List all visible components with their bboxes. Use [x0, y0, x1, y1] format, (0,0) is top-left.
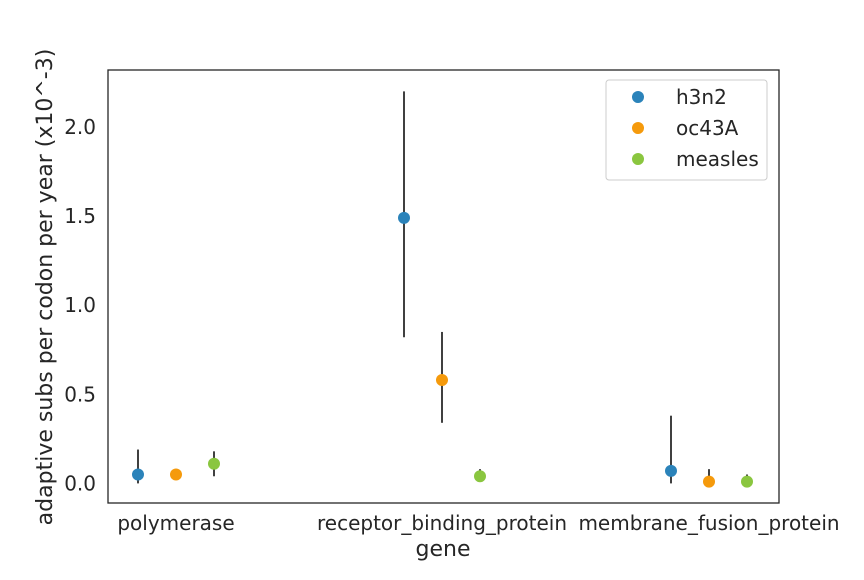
point-measles-polymerase — [208, 457, 220, 470]
legend-marker-measles — [632, 153, 644, 165]
x-tick-label: membrane_fusion_protein — [578, 511, 839, 535]
legend-label-oc43A: oc43A — [676, 116, 739, 140]
legend-marker-oc43A — [632, 122, 644, 134]
point-measles-receptor_binding_protein — [474, 470, 486, 483]
legend: h3n2 oc43A measles — [605, 79, 768, 181]
legend-label-h3n2: h3n2 — [676, 85, 727, 109]
point-measles-membrane_fusion_protein — [741, 475, 753, 488]
y-tick-label: 0.0 — [64, 471, 96, 495]
plot-frame — [107, 69, 780, 504]
x-axis-label: gene — [416, 537, 471, 562]
y-tick-label: 0.5 — [64, 382, 96, 406]
y-tick-label: 1.5 — [64, 204, 96, 228]
y-tick-label: 1.0 — [64, 293, 96, 317]
point-h3n2-polymerase — [132, 468, 144, 481]
point-oc43A-membrane_fusion_protein — [703, 475, 715, 488]
y-tick-label: 2.0 — [64, 115, 96, 139]
x-tick-label: receptor_binding_protein — [317, 511, 567, 535]
chart-marks — [132, 91, 753, 488]
legend-marker-h3n2 — [632, 91, 644, 103]
y-axis-label: adaptive subs per codon per year (x10^-3… — [33, 49, 58, 526]
x-tick-label: polymerase — [117, 511, 234, 535]
y-axis-ticks: 0.0 0.5 1.0 1.5 2.0 — [64, 115, 96, 495]
point-h3n2-membrane_fusion_protein — [665, 464, 677, 477]
point-oc43A-receptor_binding_protein — [436, 374, 448, 387]
point-oc43A-polymerase — [170, 468, 182, 481]
legend-frame — [605, 79, 768, 181]
x-axis-ticks: polymerase receptor_binding_protein membra… — [117, 511, 839, 535]
point-h3n2-receptor_binding_protein — [398, 211, 410, 224]
legend-label-measles: measles — [676, 147, 759, 171]
